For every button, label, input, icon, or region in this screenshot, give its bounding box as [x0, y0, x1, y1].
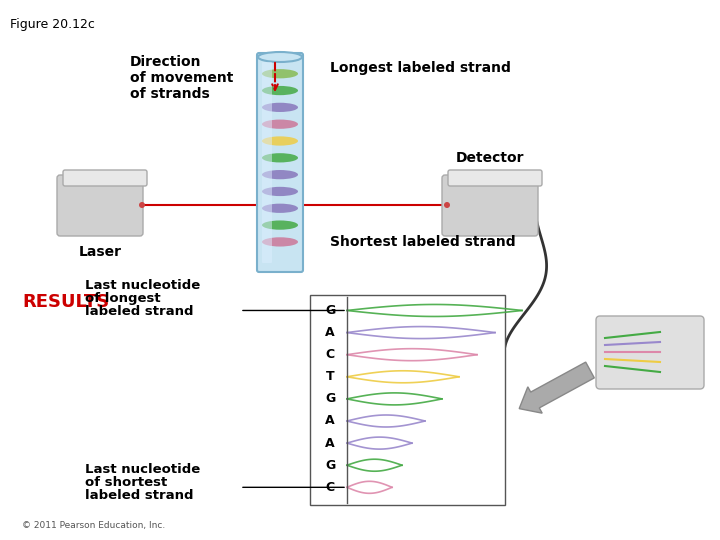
- Text: A: A: [325, 415, 335, 428]
- FancyBboxPatch shape: [596, 316, 704, 389]
- Text: Direction
of movement
of strands: Direction of movement of strands: [130, 55, 233, 101]
- Ellipse shape: [262, 204, 298, 213]
- Ellipse shape: [262, 187, 298, 196]
- Ellipse shape: [262, 119, 298, 129]
- Text: Laser: Laser: [78, 245, 122, 259]
- Text: G: G: [325, 458, 335, 472]
- Bar: [310, 295, 505, 505]
- Text: A: A: [325, 326, 335, 339]
- FancyBboxPatch shape: [442, 175, 538, 236]
- Text: Figure 20.12c: Figure 20.12c: [10, 18, 95, 31]
- FancyBboxPatch shape: [257, 53, 303, 272]
- Ellipse shape: [262, 170, 298, 179]
- Ellipse shape: [258, 52, 302, 62]
- FancyArrow shape: [519, 362, 594, 413]
- Ellipse shape: [262, 153, 298, 163]
- Text: RESULTS: RESULTS: [22, 293, 109, 311]
- Text: C: C: [325, 348, 335, 361]
- Circle shape: [139, 202, 145, 208]
- Text: T: T: [325, 370, 334, 383]
- Text: G: G: [325, 304, 335, 317]
- Text: labeled strand: labeled strand: [85, 305, 194, 318]
- Text: Shortest labeled strand: Shortest labeled strand: [330, 235, 516, 249]
- Ellipse shape: [262, 103, 298, 112]
- Text: Last nucleotide: Last nucleotide: [85, 279, 200, 292]
- Ellipse shape: [262, 86, 298, 95]
- Text: G: G: [325, 393, 335, 406]
- Text: labeled strand: labeled strand: [85, 489, 194, 502]
- FancyBboxPatch shape: [63, 170, 147, 186]
- Ellipse shape: [262, 237, 298, 247]
- Ellipse shape: [262, 220, 298, 230]
- Ellipse shape: [262, 137, 298, 146]
- Text: C: C: [325, 481, 335, 494]
- Text: Detector: Detector: [456, 151, 524, 165]
- Text: © 2011 Pearson Education, Inc.: © 2011 Pearson Education, Inc.: [22, 521, 166, 530]
- FancyBboxPatch shape: [448, 170, 542, 186]
- FancyBboxPatch shape: [57, 175, 143, 236]
- Text: of shortest: of shortest: [85, 476, 167, 489]
- Text: Longest labeled strand: Longest labeled strand: [330, 61, 511, 75]
- FancyBboxPatch shape: [262, 62, 272, 263]
- Text: Last nucleotide: Last nucleotide: [85, 463, 200, 476]
- Circle shape: [444, 202, 450, 208]
- Text: A: A: [325, 437, 335, 450]
- Ellipse shape: [262, 69, 298, 78]
- Text: of longest: of longest: [85, 292, 161, 305]
